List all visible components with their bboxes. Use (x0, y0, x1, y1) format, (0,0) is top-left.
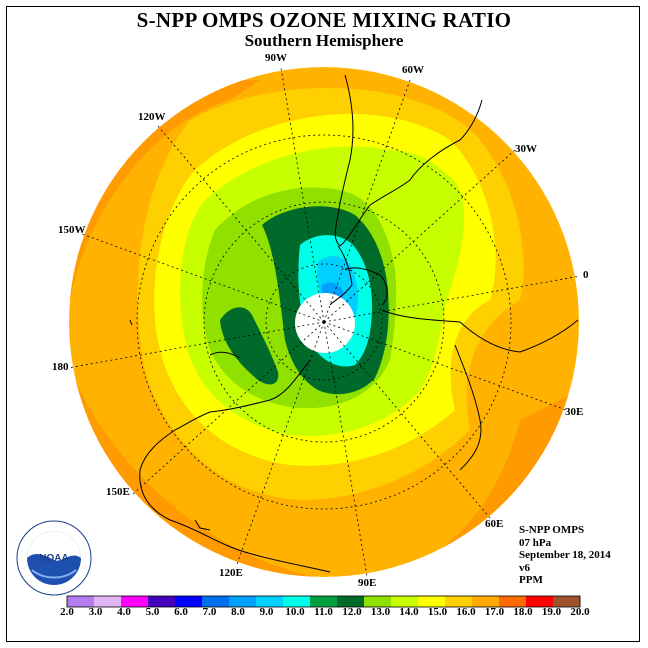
lon-label-30w: 30W (515, 143, 537, 155)
noaa-logo: NOAA (16, 520, 92, 596)
units-text: PPM (519, 574, 543, 586)
colorbar-swatch (202, 596, 230, 607)
colorbar (66, 595, 581, 608)
map-subtitle: Southern Hemisphere (244, 31, 404, 50)
lon-label-150e: 150E (106, 486, 130, 498)
logo-text: NOAA (39, 553, 68, 564)
colorbar-swatch (148, 596, 176, 607)
lon-label-150w: 150W (58, 224, 86, 236)
lon-label-120w: 120W (138, 111, 166, 123)
info-block: S-NPP OMPS 07 hPa September 18, 2014 v6 … (519, 524, 611, 587)
colorbar-swatch (445, 596, 473, 607)
lon-label-30e: 30E (565, 406, 583, 418)
colorbar-swatch (229, 596, 257, 607)
colorbar-tick-label: 6.0 (174, 606, 188, 618)
colorbar-swatch (553, 596, 581, 607)
colorbar-tick-label: 9.0 (259, 606, 274, 618)
longitude-labels: 90W 60W 30W 120W 150W 0 180 30E 150E 60E… (52, 52, 589, 589)
colorbar-swatch (175, 596, 203, 607)
colorbar-tick-label: 15.0 (427, 606, 448, 618)
figure-frame (6, 6, 640, 642)
lon-label-90w: 90W (265, 52, 287, 64)
colorbar-swatch (499, 596, 527, 607)
colorbar-swatch (67, 596, 95, 607)
colorbar-tick-label: 12.0 (342, 606, 362, 618)
date-text: September 18, 2014 (519, 549, 611, 561)
colorbar-tick-label: 13.0 (370, 606, 391, 618)
colorbar-tick-label: 2.0 (60, 606, 74, 618)
colorbar-swatch (256, 596, 284, 607)
colorbar-swatch (364, 596, 392, 607)
colorbar-swatch (121, 596, 149, 607)
colorbar-swatch (526, 596, 554, 607)
lon-label-0: 0 (583, 269, 589, 281)
colorbar-tick-label: 18.0 (513, 606, 533, 618)
colorbar-swatch (310, 596, 338, 607)
colorbar-outline (66, 595, 581, 608)
colorbar-swatch (391, 596, 419, 607)
colorbar-tick-label: 4.0 (117, 606, 131, 618)
lon-label-180: 180 (52, 361, 69, 373)
colorbar-swatch (94, 596, 122, 607)
colorbar-tick-label: 7.0 (202, 606, 217, 618)
colorbar-tick-label: 20.0 (570, 606, 590, 618)
colorbar-tick-label: 5.0 (145, 606, 160, 618)
lon-label-90e: 90E (358, 577, 376, 589)
level-text: 07 hPa (519, 536, 552, 549)
colorbar-tick-label: 3.0 (88, 606, 103, 618)
version-text: v6 (519, 561, 530, 574)
graticule (67, 67, 581, 577)
colorbar-swatch (337, 596, 365, 607)
colorbar-tick-label: 10.0 (285, 606, 305, 618)
lon-label-120e: 120E (219, 567, 243, 579)
colorbar-tick-label: 14.0 (399, 606, 419, 618)
colorbar-tick-label: 19.0 (541, 606, 562, 618)
colorbar-tick-label: 8.0 (231, 606, 245, 618)
colorbar-tick-label: 17.0 (484, 606, 505, 618)
colorbar-tick-label: 16.0 (456, 606, 476, 618)
lon-label-60w: 60W (402, 64, 424, 76)
coastlines (129, 74, 579, 573)
instrument-text: S-NPP OMPS (519, 524, 585, 536)
colorbar-tick-label: 11.0 (314, 606, 333, 618)
colorbar-labels: 2.0 3.0 4.0 5.0 6.0 7.0 8.0 9.0 10.0 11.0 12.0 13.0… (0, 606, 648, 622)
colorbar-swatch (283, 596, 311, 607)
colorbar-swatch (418, 596, 446, 607)
colorbar-swatch (472, 596, 500, 607)
lon-label-60e: 60E (485, 518, 503, 530)
map-title: S-NPP OMPS OZONE MIXING RATIO (136, 8, 512, 32)
